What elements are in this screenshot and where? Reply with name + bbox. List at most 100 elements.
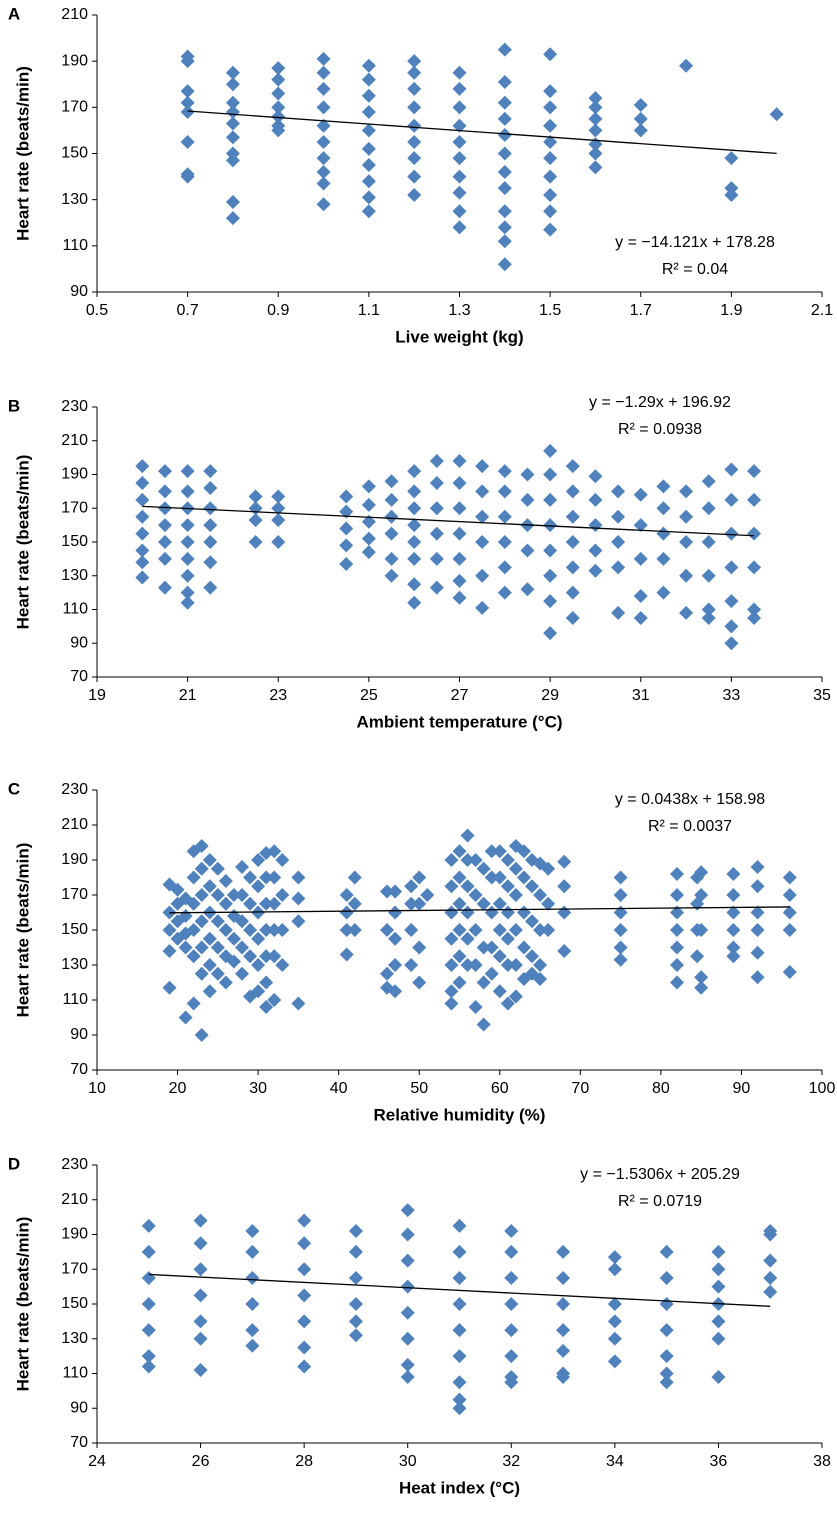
point [452, 204, 467, 219]
point [613, 888, 628, 902]
point [607, 1297, 622, 1311]
point [611, 535, 626, 549]
point [157, 464, 172, 479]
point [243, 923, 258, 937]
point [500, 905, 515, 920]
point [400, 1305, 415, 1320]
point [541, 861, 556, 876]
point [245, 1323, 260, 1338]
y-tick-label: 190 [61, 52, 88, 69]
point [407, 100, 422, 115]
point [565, 560, 580, 575]
point [339, 888, 354, 902]
point [475, 568, 490, 583]
r-squared: R² = 0.04 [662, 261, 728, 278]
point [711, 1279, 726, 1294]
point [588, 111, 603, 126]
point [556, 1369, 571, 1384]
point [297, 1213, 312, 1228]
point [543, 568, 558, 583]
y-tick-label: 190 [61, 851, 88, 868]
point [460, 905, 475, 920]
point [271, 86, 286, 101]
point [452, 949, 467, 964]
x-tick-label: 40 [330, 1080, 348, 1097]
y-axis-title: Heart rate (beats/min) [13, 1217, 32, 1392]
y-tick-label: 170 [61, 886, 88, 903]
point [210, 888, 225, 902]
point [429, 551, 444, 566]
point [452, 1375, 467, 1390]
point [388, 984, 403, 999]
point [565, 484, 580, 499]
point [492, 844, 507, 859]
point [203, 580, 218, 595]
point [508, 958, 523, 972]
point [135, 459, 150, 474]
point [407, 65, 422, 80]
x-tick-label: 28 [295, 1453, 313, 1470]
point [420, 888, 435, 902]
point [588, 100, 603, 115]
point [492, 870, 507, 885]
y-tick-label: 70 [70, 668, 88, 685]
x-tick-label: 2.1 [811, 302, 833, 319]
point [452, 590, 467, 605]
point [194, 966, 209, 981]
point [388, 958, 403, 972]
point [135, 509, 150, 524]
point [162, 923, 177, 937]
point [180, 535, 195, 549]
point [194, 914, 209, 929]
point [218, 923, 233, 937]
point [452, 1244, 467, 1259]
point [180, 568, 195, 583]
point [468, 923, 483, 937]
x-tick-label: 1.5 [539, 302, 561, 319]
point [679, 58, 694, 73]
y-tick-label: 230 [61, 1156, 88, 1173]
point [497, 111, 512, 126]
point [203, 481, 218, 495]
point [452, 896, 467, 911]
point [711, 1369, 726, 1384]
point [452, 65, 467, 80]
point [701, 568, 716, 583]
point [225, 104, 240, 119]
point [724, 526, 739, 541]
point [297, 1340, 312, 1355]
point [588, 492, 603, 507]
point [275, 958, 290, 972]
point [497, 95, 512, 110]
point [500, 931, 515, 946]
point [429, 501, 444, 516]
point [475, 459, 490, 474]
point [180, 585, 195, 600]
point [782, 905, 797, 920]
point [339, 538, 354, 553]
point [316, 51, 331, 66]
point [235, 914, 249, 929]
point [711, 1314, 726, 1329]
point [656, 551, 671, 566]
point [361, 190, 376, 205]
point [557, 944, 572, 958]
point [565, 459, 580, 474]
point [348, 1224, 363, 1239]
point [724, 188, 739, 203]
x-tick-label: 60 [491, 1080, 509, 1097]
point [679, 484, 694, 499]
point [202, 958, 217, 972]
point [135, 570, 150, 585]
point [747, 492, 762, 507]
point [611, 509, 626, 524]
point [412, 870, 427, 885]
point [659, 1297, 674, 1311]
point [633, 98, 648, 113]
point [271, 109, 286, 124]
point [520, 467, 535, 482]
point [178, 940, 193, 955]
point [180, 518, 195, 533]
point [180, 104, 195, 119]
point [565, 585, 580, 600]
